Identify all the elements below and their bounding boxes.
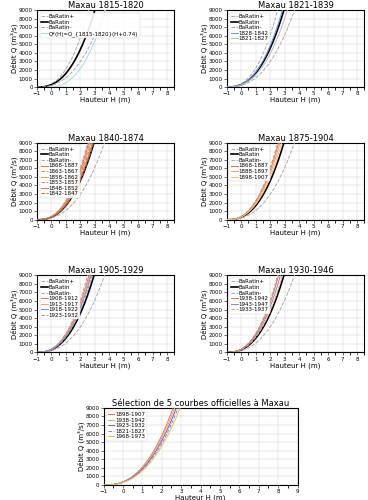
Y-axis label: Débit Q (m³/s): Débit Q (m³/s) xyxy=(200,24,208,74)
Y-axis label: Débit Q (m³/s): Débit Q (m³/s) xyxy=(200,156,208,206)
Legend: BaRatin+, BaRatin, BaRatin-, Q*(H)=Q_{1815-1820}(H+0.74): BaRatin+, BaRatin, BaRatin-, Q*(H)=Q_{18… xyxy=(40,13,139,38)
Y-axis label: Débit Q (m³/s): Débit Q (m³/s) xyxy=(200,289,208,339)
Y-axis label: Débit Q (m³/s): Débit Q (m³/s) xyxy=(77,422,85,471)
X-axis label: Hauteur H (m): Hauteur H (m) xyxy=(270,97,321,103)
X-axis label: Hauteur H (m): Hauteur H (m) xyxy=(81,362,131,368)
Legend: 1898-1907, 1938-1942, 1923-1932, 1821-1827, 1968-1973: 1898-1907, 1938-1942, 1923-1932, 1821-18… xyxy=(106,410,147,440)
Title: Maxau 1840-1874: Maxau 1840-1874 xyxy=(68,134,144,142)
X-axis label: Hauteur H (m): Hauteur H (m) xyxy=(270,362,321,368)
X-axis label: Hauteur H (m): Hauteur H (m) xyxy=(81,230,131,236)
Legend: BaRatin+, BaRatin, BaRatin-, 1868-1887, 1888-1897, 1898-1907: BaRatin+, BaRatin, BaRatin-, 1868-1887, … xyxy=(230,146,270,181)
X-axis label: Hauteur H (m): Hauteur H (m) xyxy=(270,230,321,236)
Legend: BaRatin+, BaRatin, BaRatin-, 1908-1912, 1913-1917, 1918-1922, 1923-1932: BaRatin+, BaRatin, BaRatin-, 1908-1912, … xyxy=(40,278,80,319)
Title: Sélection de 5 courbes officielles à Maxau: Sélection de 5 courbes officielles à Max… xyxy=(112,399,289,408)
Y-axis label: Débit Q (m³/s): Débit Q (m³/s) xyxy=(10,24,18,74)
Title: Maxau 1815-1820: Maxau 1815-1820 xyxy=(68,1,144,10)
Title: Maxau 1875-1904: Maxau 1875-1904 xyxy=(258,134,333,142)
X-axis label: Hauteur H (m): Hauteur H (m) xyxy=(81,97,131,103)
Title: Maxau 1821-1839: Maxau 1821-1839 xyxy=(258,1,333,10)
Legend: BaRatin+, BaRatin, BaRatin-, 1938-1942, 1943-1947, 1933-1937: BaRatin+, BaRatin, BaRatin-, 1938-1942, … xyxy=(230,278,270,314)
Y-axis label: Débit Q (m³/s): Débit Q (m³/s) xyxy=(10,156,18,206)
Legend: BaRatin+, BaRatin, BaRatin-, 1828-1842, 1821-1827: BaRatin+, BaRatin, BaRatin-, 1828-1842, … xyxy=(230,13,270,43)
Legend: BaRatin+, BaRatin, BaRatin-, 1868-1887, 1863-1867, 1858-1862, 1853-1857, 1848-18: BaRatin+, BaRatin, BaRatin-, 1868-1887, … xyxy=(40,146,80,198)
X-axis label: Hauteur H (m): Hauteur H (m) xyxy=(176,495,226,500)
Title: Maxau 1930-1946: Maxau 1930-1946 xyxy=(258,266,333,275)
Title: Maxau 1905-1929: Maxau 1905-1929 xyxy=(68,266,144,275)
Y-axis label: Débit Q (m³/s): Débit Q (m³/s) xyxy=(10,289,18,339)
